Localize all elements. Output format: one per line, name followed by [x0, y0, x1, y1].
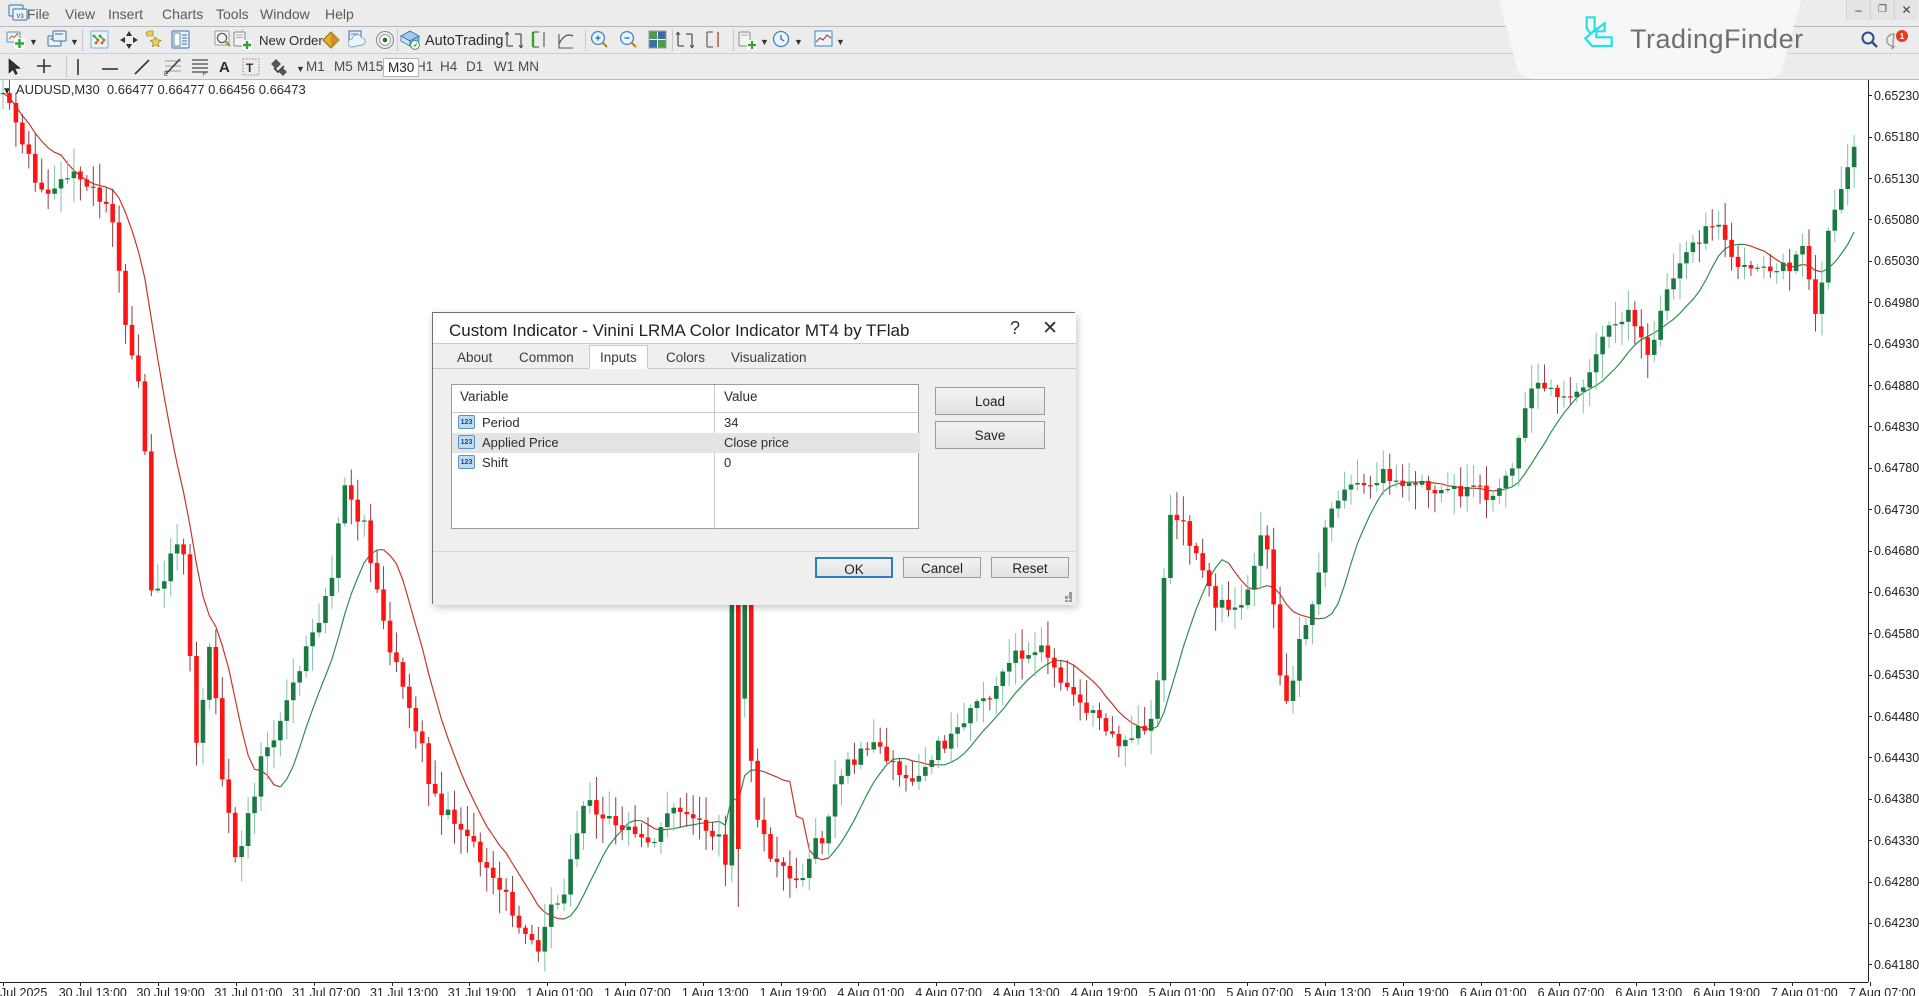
svg-text:V3: V3 — [16, 14, 24, 20]
svg-text:E: E — [164, 72, 168, 77]
svg-text:1: 1 — [1900, 31, 1905, 41]
svg-text:F: F — [203, 72, 207, 77]
svg-text:T: T — [246, 61, 254, 75]
